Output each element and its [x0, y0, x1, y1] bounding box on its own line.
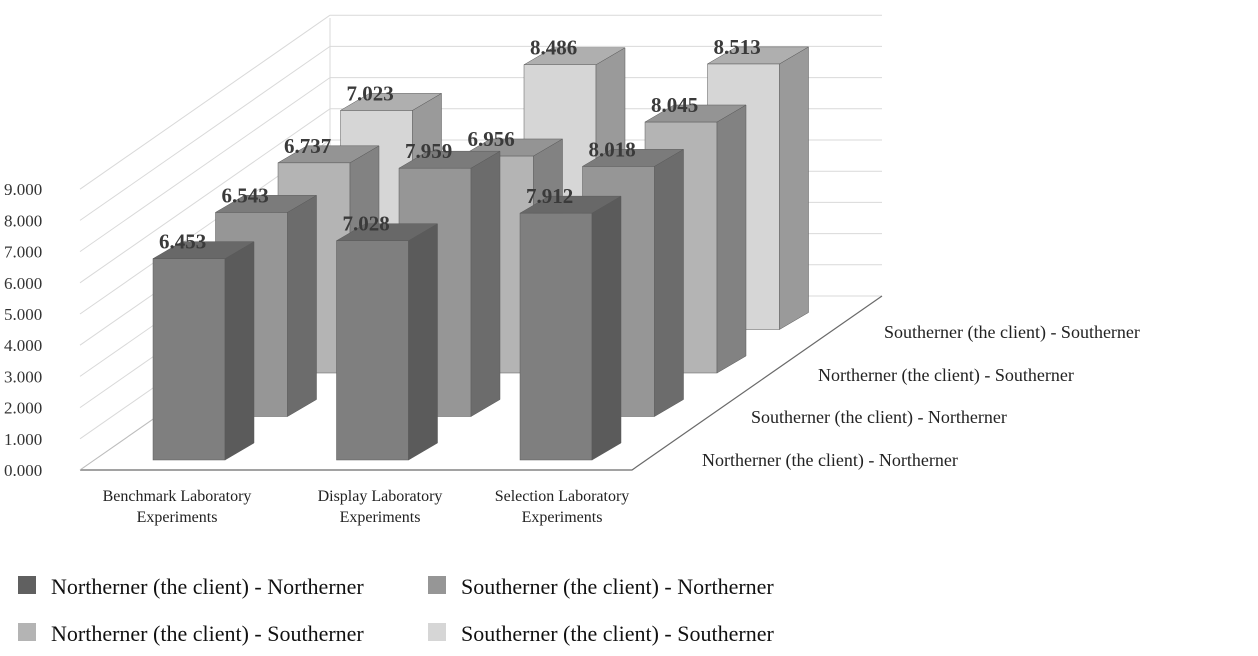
gridline-left-wall	[79, 108, 331, 284]
depth-axis-label: Southerner (the client) - Northerner	[751, 407, 1007, 428]
y-tick-label: 9.000	[4, 180, 42, 199]
y-axis-tick-labels: 0.000 1.000 2.000 3.000 4.000 5.000 6.000 7.000…	[4, 180, 42, 480]
category-label: Benchmark Laboratory Experiments	[103, 488, 252, 526]
data-label: 7.959	[405, 139, 452, 163]
legend-item: Southerner (the client) - Southerner	[428, 621, 774, 646]
bar-top-face	[519, 195, 622, 214]
y-tick-label: 3.000	[4, 367, 42, 386]
category-label: Display Laboratory Experiments	[318, 488, 443, 526]
data-label: 8.018	[589, 137, 636, 161]
legend-item: Northerner (the client) - Northerner	[18, 574, 364, 599]
bar-top-face	[581, 149, 685, 167]
y-tick-label: 1.000	[4, 430, 42, 449]
bar-top-face	[335, 223, 439, 241]
legend-swatch	[18, 576, 36, 594]
category-label-line: Benchmark Laboratory	[103, 488, 252, 505]
category-label-line: Experiments	[340, 509, 421, 526]
data-label: 8.045	[651, 93, 698, 117]
bar-side-face	[224, 241, 255, 461]
bar-side-face	[716, 104, 747, 374]
bar-top-face	[523, 47, 626, 65]
bar-top-face	[706, 46, 810, 65]
bar	[152, 241, 255, 461]
bar-side-face	[408, 223, 438, 461]
bar-front-face	[519, 212, 593, 461]
data-label: 6.453	[159, 230, 206, 254]
data-label: 7.028	[343, 212, 390, 236]
data-label: 6.956	[468, 127, 515, 151]
category-label-line: Selection Laboratory	[495, 488, 630, 505]
depth-axis-labels: Northerner (the client) - Northerner Sout…	[702, 322, 1140, 471]
category-label-line: Experiments	[137, 509, 218, 526]
legend-swatch	[428, 623, 446, 641]
data-label: 7.912	[526, 184, 573, 208]
y-tick-label: 4.000	[4, 336, 42, 355]
bar-side-face	[779, 46, 809, 330]
category-label-line: Experiments	[522, 509, 603, 526]
legend-item: Southerner (the client) - Northerner	[428, 574, 774, 599]
category-label: Selection Laboratory Experiments	[495, 488, 630, 526]
bar-front-face	[336, 240, 409, 461]
gridline-left-wall	[79, 77, 331, 253]
data-labels: 7.023 8.486 8.513 6.737 6.956 8.045 6.543 7.959…	[159, 35, 761, 254]
legend-label: Southerner (the client) - Northerner	[461, 574, 774, 599]
bar-top-face	[644, 104, 747, 123]
floor-edge	[80, 295, 883, 471]
legend-item: Northerner (the client) - Southerner	[18, 621, 364, 646]
bar-top-face	[214, 195, 318, 213]
data-label: 8.486	[530, 36, 577, 60]
legend-label: Northerner (the client) - Northerner	[51, 574, 364, 599]
bar-top-face	[398, 150, 501, 169]
bar-front-face	[152, 258, 226, 461]
bar-top-face	[277, 145, 380, 164]
y-tick-label: 5.000	[4, 305, 42, 324]
bar-side-face	[591, 195, 622, 461]
bar	[335, 223, 439, 461]
legend-swatch	[18, 623, 36, 641]
bar-top-face	[152, 241, 255, 259]
gridline-left-wall	[79, 14, 331, 190]
bar-side-face	[654, 148, 684, 417]
depth-axis-label: Northerner (the client) - Southerner	[818, 365, 1074, 386]
y-tick-label: 8.000	[4, 211, 42, 230]
bar-side-face	[470, 150, 501, 417]
depth-axis-label: Southerner (the client) - Southerner	[884, 322, 1140, 343]
bars	[152, 46, 810, 461]
bar-top-face	[339, 93, 443, 111]
legend-swatch	[428, 576, 446, 594]
category-label-line: Display Laboratory	[318, 488, 443, 505]
gridline-left-wall	[79, 45, 331, 221]
legend-label: Northerner (the client) - Southerner	[51, 621, 364, 646]
bar	[519, 195, 622, 461]
bar-side-face	[287, 194, 317, 417]
depth-axis-label: Northerner (the client) - Northerner	[702, 450, 958, 471]
y-tick-label: 6.000	[4, 274, 42, 293]
legend: Northerner (the client) - Northerner Sout…	[18, 574, 774, 646]
data-label: 8.513	[714, 35, 761, 59]
y-tick-label: 0.000	[4, 461, 42, 480]
data-label: 6.737	[284, 134, 331, 158]
legend-label: Southerner (the client) - Southerner	[461, 621, 774, 646]
y-tick-label: 7.000	[4, 243, 42, 262]
y-tick-label: 2.000	[4, 399, 42, 418]
data-label: 6.543	[222, 183, 269, 207]
data-label: 7.023	[347, 81, 394, 105]
